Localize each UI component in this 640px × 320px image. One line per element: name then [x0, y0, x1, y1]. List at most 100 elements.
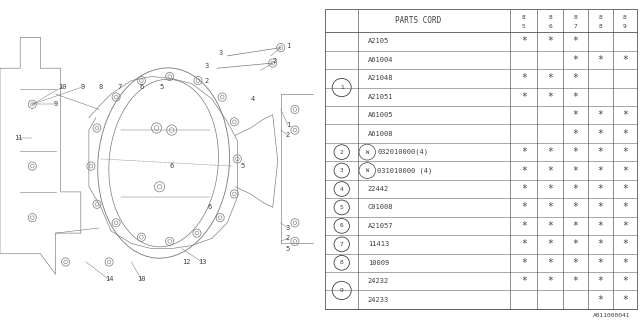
Text: 8: 8 [340, 260, 344, 265]
Text: A21048: A21048 [368, 75, 394, 81]
Text: 5: 5 [240, 163, 244, 169]
Text: *: * [521, 36, 527, 46]
Text: *: * [598, 221, 604, 231]
Text: 6: 6 [208, 204, 212, 210]
Text: *: * [572, 110, 579, 120]
Text: 7: 7 [340, 242, 344, 247]
Text: *: * [622, 258, 628, 268]
Text: 2: 2 [285, 235, 290, 241]
Text: 10: 10 [58, 84, 67, 90]
Text: *: * [572, 239, 579, 249]
Text: 6: 6 [548, 24, 552, 29]
Text: *: * [572, 147, 579, 157]
Text: *: * [572, 258, 579, 268]
Text: 5: 5 [522, 24, 525, 29]
Text: *: * [572, 203, 579, 212]
Text: *: * [521, 221, 527, 231]
Text: 14: 14 [105, 276, 113, 283]
Text: 13: 13 [198, 259, 206, 265]
Text: 5: 5 [340, 205, 344, 210]
Text: *: * [622, 239, 628, 249]
Text: *: * [622, 221, 628, 231]
Text: 1: 1 [340, 85, 344, 90]
Text: *: * [572, 92, 579, 102]
Text: 5: 5 [285, 245, 290, 252]
Text: *: * [547, 36, 553, 46]
Text: 9: 9 [53, 101, 58, 107]
Text: *: * [598, 239, 604, 249]
Text: A21057: A21057 [368, 223, 394, 229]
Text: W: W [365, 150, 369, 155]
Text: *: * [572, 165, 579, 176]
Text: 4: 4 [340, 187, 344, 191]
Text: *: * [547, 203, 553, 212]
Text: *: * [598, 165, 604, 176]
Text: *: * [598, 110, 604, 120]
Text: *: * [521, 73, 527, 83]
Text: 6: 6 [140, 84, 143, 90]
Text: *: * [598, 276, 604, 286]
Text: 2: 2 [285, 132, 290, 138]
Text: *: * [521, 92, 527, 102]
Text: *: * [572, 36, 579, 46]
Text: *: * [598, 203, 604, 212]
Text: *: * [598, 295, 604, 305]
Text: *: * [598, 258, 604, 268]
Text: *: * [547, 92, 553, 102]
Text: *: * [547, 258, 553, 268]
Text: 3: 3 [205, 63, 209, 69]
Text: *: * [622, 184, 628, 194]
Text: 2: 2 [205, 77, 209, 84]
Text: 11413: 11413 [368, 241, 389, 247]
Text: A61004: A61004 [368, 57, 394, 63]
Text: *: * [622, 129, 628, 139]
Text: *: * [521, 239, 527, 249]
Text: 2: 2 [273, 58, 277, 64]
Text: *: * [547, 276, 553, 286]
Text: 8: 8 [598, 15, 602, 20]
Text: *: * [547, 147, 553, 157]
Text: 031010000 (4): 031010000 (4) [378, 167, 433, 174]
Text: 032010000(4): 032010000(4) [378, 149, 428, 156]
Text: 6: 6 [340, 223, 344, 228]
Text: *: * [622, 147, 628, 157]
Text: 8: 8 [548, 15, 552, 20]
Text: *: * [547, 239, 553, 249]
Text: *: * [547, 165, 553, 176]
Text: *: * [572, 129, 579, 139]
Text: *: * [622, 55, 628, 65]
Text: 5: 5 [159, 84, 164, 90]
Text: *: * [572, 276, 579, 286]
Text: 3: 3 [285, 225, 290, 231]
Text: 22442: 22442 [368, 186, 389, 192]
Text: 6: 6 [170, 163, 174, 169]
Text: 7: 7 [117, 84, 122, 90]
Text: *: * [598, 147, 604, 157]
Text: A2105: A2105 [368, 38, 389, 44]
Text: 8: 8 [573, 15, 577, 20]
Text: 24232: 24232 [368, 278, 389, 284]
Text: 3: 3 [218, 50, 222, 56]
Text: *: * [547, 221, 553, 231]
Text: 8: 8 [522, 15, 525, 20]
Text: W: W [365, 168, 369, 173]
Text: 3: 3 [340, 168, 344, 173]
Text: *: * [547, 73, 553, 83]
Text: C01008: C01008 [368, 204, 394, 211]
Text: *: * [521, 184, 527, 194]
Text: *: * [622, 276, 628, 286]
Text: 10: 10 [137, 276, 146, 283]
Text: 8: 8 [99, 84, 103, 90]
Text: *: * [598, 55, 604, 65]
Text: PARTS CORD: PARTS CORD [395, 16, 441, 25]
Text: A21051: A21051 [368, 94, 394, 100]
Text: *: * [598, 184, 604, 194]
Text: *: * [547, 184, 553, 194]
Text: 1: 1 [285, 43, 290, 49]
Text: 7: 7 [573, 24, 577, 29]
Text: A011000041: A011000041 [593, 313, 630, 318]
Text: *: * [622, 110, 628, 120]
Text: 8: 8 [623, 15, 627, 20]
Text: *: * [622, 203, 628, 212]
Text: 24233: 24233 [368, 297, 389, 303]
